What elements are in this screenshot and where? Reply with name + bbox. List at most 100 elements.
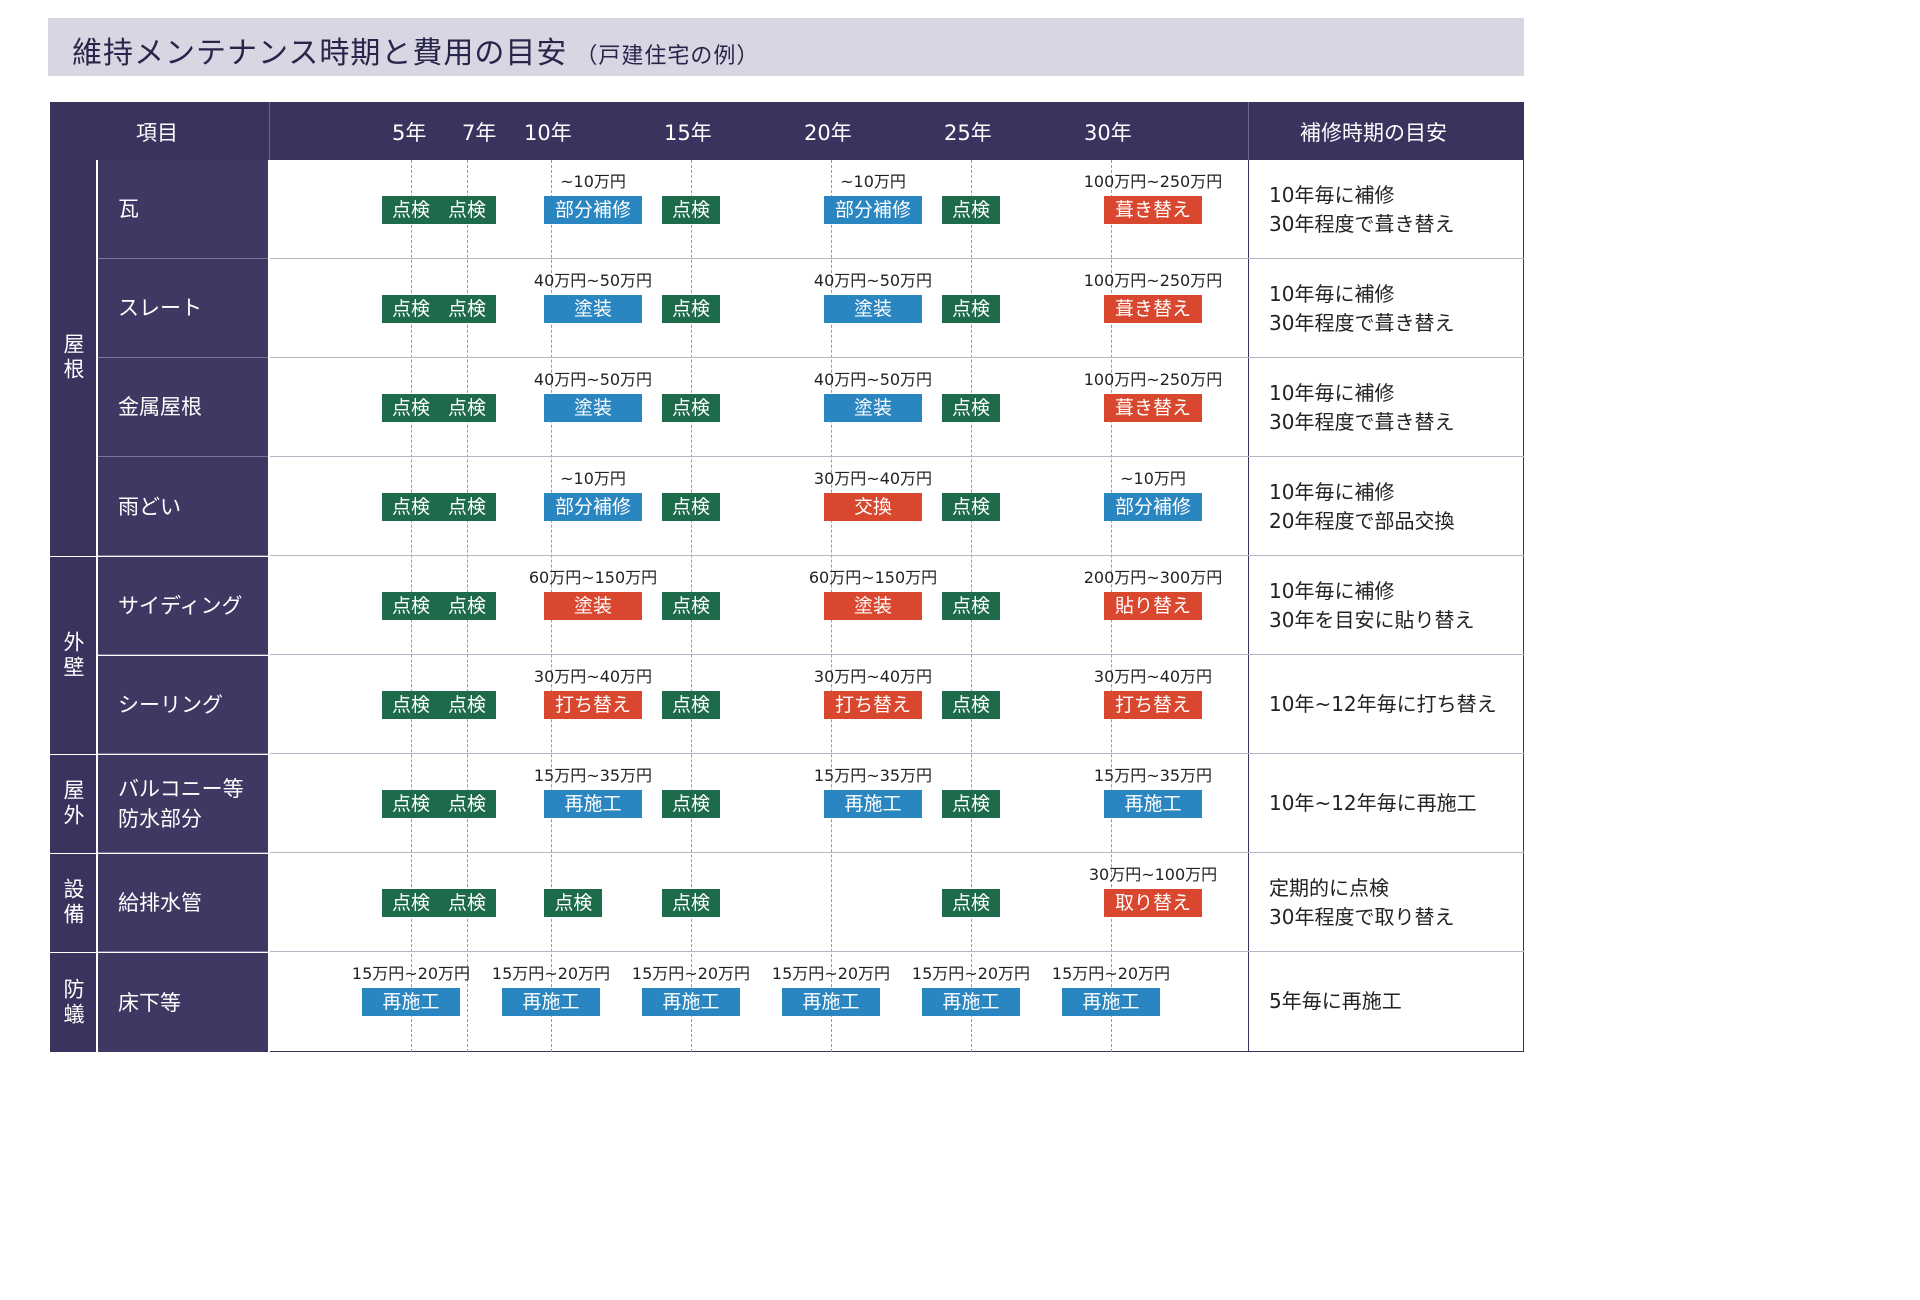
note-line: 10年毎に補修 xyxy=(1269,182,1395,207)
category-label: 屋外 xyxy=(61,779,85,829)
item-row-4: サイディング xyxy=(98,557,268,655)
replace-badge: 葺き替え xyxy=(1104,295,1202,323)
item-divider xyxy=(98,555,268,556)
cost-label: 15万円~20万円 xyxy=(911,964,1031,983)
category-roof: 屋根 xyxy=(50,160,96,556)
item-label: スレート xyxy=(118,296,202,320)
header-divider xyxy=(269,102,270,160)
replace-badge: 打ち替え xyxy=(824,691,922,719)
header-year-10: 10年 xyxy=(524,121,572,145)
cost-label: 100万円~250万円 xyxy=(1083,370,1223,389)
inspection-badge: 点検 xyxy=(662,790,720,818)
repair-badge: 再施工 xyxy=(502,988,600,1016)
repair-badge: 塗装 xyxy=(544,295,642,323)
cost-label: 15万円~20万円 xyxy=(491,964,611,983)
inspection-badge: 点検 xyxy=(382,196,440,224)
note-line: 20年程度で部品交換 xyxy=(1269,508,1455,533)
item-divider xyxy=(98,753,268,754)
repair-badge: 再施工 xyxy=(782,988,880,1016)
inspection-badge: 点検 xyxy=(662,889,720,917)
note-line: 30年程度で取り替え xyxy=(1269,904,1455,929)
row-divider xyxy=(270,555,1524,556)
replace-badge: 取り替え xyxy=(1104,889,1202,917)
item-divider xyxy=(98,951,268,952)
category-label: 屋根 xyxy=(61,333,85,383)
header-year-20: 20年 xyxy=(804,121,852,145)
repair-badge: 再施工 xyxy=(642,988,740,1016)
maintenance-guide-note: 5年毎に再施工 xyxy=(1269,987,1402,1016)
inspection-badge: 点検 xyxy=(662,394,720,422)
item-row-8: 床下等 xyxy=(98,953,268,1052)
row-divider xyxy=(270,654,1524,655)
item-divider xyxy=(98,357,268,358)
table-header: 項目 5年 7年 10年 15年 20年 25年 30年 補修時期の目安 xyxy=(50,102,1524,160)
inspection-badge: 点検 xyxy=(662,493,720,521)
maintenance-guide-note: 10年~12年毎に打ち替え xyxy=(1269,690,1497,719)
cost-label: 15万円~20万円 xyxy=(631,964,751,983)
row-divider xyxy=(270,951,1524,952)
category-outdoor: 屋外 xyxy=(50,755,96,853)
cost-label: 30万円~40万円 xyxy=(813,667,933,686)
item-divider xyxy=(98,258,268,259)
cost-label: 15万円~20万円 xyxy=(351,964,471,983)
inspection-badge: 点検 xyxy=(382,691,440,719)
cost-label: ~10万円 xyxy=(560,469,626,488)
item-label: 金属屋根 xyxy=(118,395,202,419)
inspection-badge: 点検 xyxy=(544,889,603,917)
note-line: 定期的に点検 xyxy=(1269,875,1389,900)
repair-badge: 部分補修 xyxy=(824,196,922,224)
replace-badge: 葺き替え xyxy=(1104,394,1202,422)
note-line: 10年毎に補修 xyxy=(1269,380,1395,405)
note-line: 30年程度で葺き替え xyxy=(1269,310,1455,335)
maintenance-guide-note: 10年毎に補修 30年程度で葺き替え xyxy=(1269,280,1454,338)
item-label-line: 防水部分 xyxy=(118,807,202,831)
header-year-25: 25年 xyxy=(944,121,992,145)
item-row-2: 金属屋根 xyxy=(98,358,268,456)
cost-label: ~10万円 xyxy=(1120,469,1186,488)
maintenance-table: 項目 5年 7年 10年 15年 20年 25年 30年 補修時期の目安 屋根 … xyxy=(50,102,1524,1052)
note-line: 5年毎に再施工 xyxy=(1269,989,1402,1013)
item-divider xyxy=(98,654,268,655)
repair-badge: 再施工 xyxy=(362,988,460,1016)
inspection-badge: 点検 xyxy=(438,790,496,818)
inspection-badge: 点検 xyxy=(382,295,440,323)
repair-badge: 再施工 xyxy=(1104,790,1202,818)
cost-label: 200万円~300万円 xyxy=(1083,568,1223,587)
note-line: 30年程度で葺き替え xyxy=(1269,409,1455,434)
inspection-badge: 点検 xyxy=(438,691,496,719)
cost-label: 60万円~150万円 xyxy=(528,568,658,587)
cost-label: 15万円~35万円 xyxy=(533,766,653,785)
replace-badge: 貼り替え xyxy=(1104,592,1202,620)
header-year-30: 30年 xyxy=(1084,121,1132,145)
row-divider xyxy=(270,456,1524,457)
item-row-0: 瓦 xyxy=(98,160,268,258)
table-bottom-border xyxy=(270,1051,1524,1052)
inspection-badge: 点検 xyxy=(942,592,1000,620)
category-termite: 防蟻 xyxy=(50,953,96,1052)
repair-badge: 部分補修 xyxy=(1104,493,1202,521)
inspection-badge: 点検 xyxy=(438,394,496,422)
category-label: 設備 xyxy=(61,878,85,928)
header-year-7: 7年 xyxy=(462,121,497,145)
note-line: 10年毎に補修 xyxy=(1269,281,1395,306)
row-divider xyxy=(270,357,1524,358)
maintenance-guide-note: 10年毎に補修 20年程度で部品交換 xyxy=(1269,478,1454,536)
inspection-badge: 点検 xyxy=(662,592,720,620)
row-divider xyxy=(270,753,1524,754)
category-label: 防蟻 xyxy=(61,977,85,1028)
inspection-badge: 点検 xyxy=(942,295,1000,323)
inspection-badge: 点検 xyxy=(942,691,1000,719)
header-item: 項目 xyxy=(136,121,178,145)
inspection-badge: 点検 xyxy=(382,790,440,818)
item-label: 床下等 xyxy=(118,990,181,1015)
inspection-badge: 点検 xyxy=(438,889,496,917)
repair-badge: 部分補修 xyxy=(544,493,642,521)
item-row-3: 雨どい xyxy=(98,457,268,556)
inspection-badge: 点検 xyxy=(662,691,720,719)
cost-label: 100万円~250万円 xyxy=(1083,271,1223,290)
maintenance-guide-note: 10年~12年毎に再施工 xyxy=(1269,789,1477,818)
category-exterior-wall: 外壁 xyxy=(50,557,96,754)
cost-label: 100万円~250万円 xyxy=(1083,172,1223,191)
replace-badge: 塗装 xyxy=(824,592,922,620)
inspection-badge: 点検 xyxy=(942,196,1000,224)
